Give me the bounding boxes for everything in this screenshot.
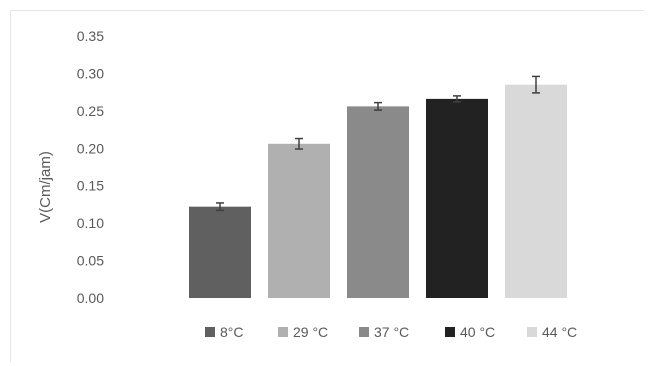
legend-swatch <box>359 327 369 337</box>
bar <box>505 84 567 299</box>
y-tick-label: 0.10 <box>77 215 104 231</box>
bars <box>189 84 567 299</box>
chart-frame <box>10 10 644 362</box>
bar <box>347 106 409 298</box>
bar <box>426 98 488 298</box>
y-axis-ticks: 0.00 0.05 0.10 0.15 0.20 0.25 0.30 0.35 <box>77 28 104 306</box>
legend-swatch <box>527 327 537 337</box>
y-axis-title: V(Cm/jam) <box>37 151 54 223</box>
y-tick-label: 0.05 <box>77 253 104 269</box>
y-tick-label: 0.35 <box>77 28 104 44</box>
bar <box>268 143 330 298</box>
y-tick-label: 0.30 <box>77 65 104 81</box>
legend-swatch <box>445 327 455 337</box>
error-bar <box>453 95 461 103</box>
error-bar <box>216 202 224 212</box>
error-bar <box>532 75 540 94</box>
legend-swatch <box>205 327 215 337</box>
legend-label: 44 °C <box>542 324 577 340</box>
bar <box>189 206 251 298</box>
y-tick-label: 0.00 <box>77 290 104 306</box>
y-tick-label: 0.20 <box>77 140 104 156</box>
legend-label: 29 °C <box>293 324 328 340</box>
legend-label: 40 °C <box>460 324 495 340</box>
y-tick-label: 0.25 <box>77 103 104 119</box>
legend: 8°C 29 °C 37 °C 40 °C 44 °C <box>205 324 577 340</box>
error-bars <box>216 75 540 212</box>
error-bar <box>295 137 303 150</box>
error-bar <box>374 101 382 111</box>
legend-swatch <box>278 327 288 337</box>
legend-label: 8°C <box>220 324 244 340</box>
legend-label: 37 °C <box>374 324 409 340</box>
y-tick-label: 0.15 <box>77 178 104 194</box>
